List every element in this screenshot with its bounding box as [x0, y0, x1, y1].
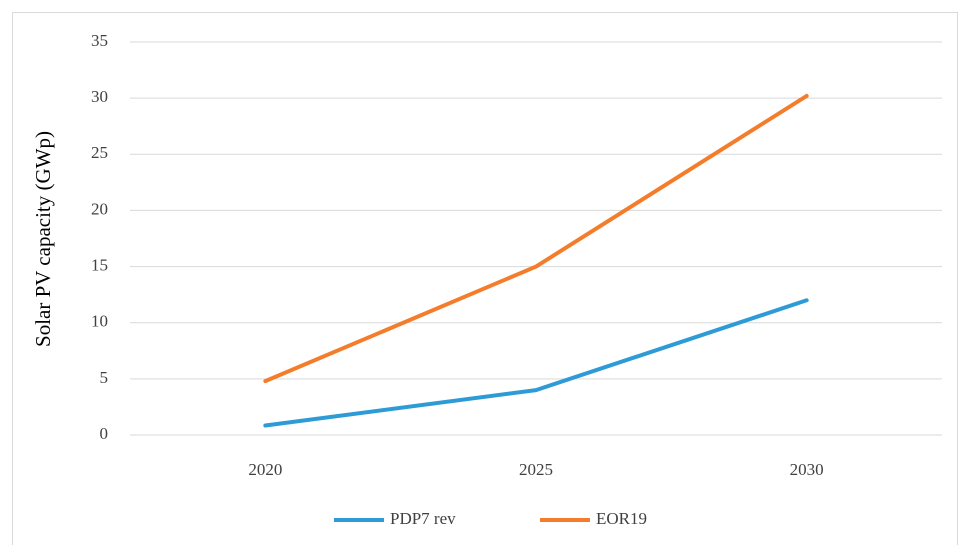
y-tick-label: 35 [91, 31, 108, 50]
x-tick-label: 2030 [790, 460, 824, 479]
y-tick-label: 0 [100, 424, 109, 443]
legend-label: EOR19 [596, 509, 647, 528]
y-tick-label: 30 [91, 87, 108, 106]
y-tick-label: 25 [91, 143, 108, 162]
x-tick-label: 2020 [248, 460, 282, 479]
y-tick-label: 20 [91, 199, 108, 218]
y-tick-label: 10 [91, 312, 108, 331]
series-line [263, 93, 809, 384]
y-tick-label: 15 [91, 255, 108, 274]
series-line [263, 298, 809, 428]
y-tick-label: 5 [100, 368, 109, 387]
x-tick-label: 2025 [519, 460, 553, 479]
y-axis-label: Solar PV capacity (GWp) [31, 131, 55, 347]
legend-label: PDP7 rev [390, 509, 456, 528]
